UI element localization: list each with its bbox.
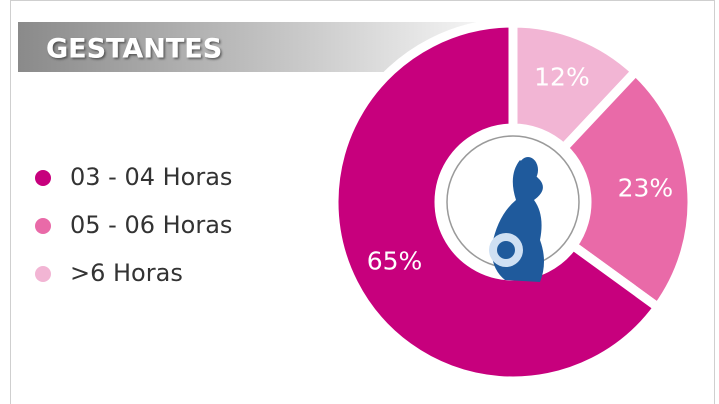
legend-marker — [35, 170, 51, 186]
donut: 12% 23% 65% — [329, 18, 697, 386]
data-label: 65% — [367, 246, 423, 275]
center-disc — [439, 128, 587, 276]
legend: 03 - 04 Horas 05 - 06 Horas >6 Horas — [35, 163, 232, 287]
legend-marker — [35, 218, 51, 234]
chart-title: GESTANTES — [46, 34, 222, 65]
legend-marker — [35, 266, 51, 282]
data-label: 23% — [618, 173, 674, 202]
data-label: 12% — [534, 62, 590, 91]
pregnant-icon — [489, 157, 544, 282]
legend-label: 03 - 04 Horas — [70, 163, 232, 191]
legend-label: 05 - 06 Horas — [70, 211, 232, 239]
legend-label: >6 Horas — [70, 259, 183, 287]
